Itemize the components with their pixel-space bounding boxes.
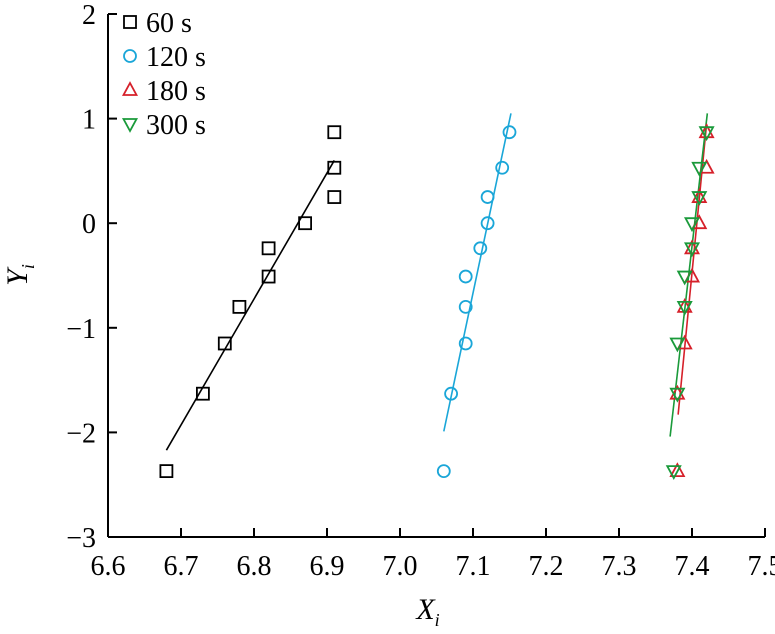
data-point-series-4	[669, 337, 686, 353]
data-point-series-3	[698, 123, 715, 139]
data-point-series-2	[458, 269, 473, 284]
data-point-series-4	[676, 300, 693, 316]
data-point-series-3	[691, 188, 708, 203]
data-point-series-2	[480, 190, 495, 204]
data-point-series-4	[683, 217, 701, 233]
data-point-series-2	[480, 216, 495, 231]
data-point-series-3	[676, 297, 693, 313]
legend-label-series-3: 180 s	[146, 76, 206, 107]
data-point-series-2	[495, 160, 510, 175]
data-point-series-1	[327, 160, 342, 175]
data-point-series-1	[195, 386, 210, 401]
x-tick-label: 7.5	[748, 551, 775, 582]
data-point-series-4	[669, 387, 686, 403]
x-tick-label: 7.4	[675, 551, 710, 582]
data-point-series-4	[683, 242, 701, 258]
y-tick-label: 2	[82, 0, 96, 31]
y-tick-label: 0	[82, 209, 96, 240]
data-point-series-2	[458, 299, 473, 314]
data-points	[159, 123, 715, 480]
x-tick-label: 6.7	[164, 551, 199, 582]
legend-label-series-1: 60 s	[146, 8, 192, 39]
data-point-series-1	[159, 464, 174, 479]
data-point-series-1	[327, 190, 342, 204]
y-axis-label: Yi	[1, 264, 38, 286]
data-point-series-2	[444, 386, 459, 401]
legend-marker-series-3	[121, 81, 139, 96]
data-point-series-1	[327, 125, 342, 140]
x-tick-label: 7.3	[602, 551, 637, 582]
data-point-series-1	[217, 336, 232, 351]
data-point-series-2	[436, 464, 451, 479]
y-tick-label: −2	[66, 418, 96, 449]
legend-marker-series-2	[123, 49, 137, 63]
y-tick-label: −3	[66, 523, 96, 554]
data-point-series-4	[691, 191, 708, 206]
data-point-series-4	[698, 126, 715, 142]
axes: 6.6 6.7 6.8 6.9 7.0 7.1 7.2 7.3 7.4 7.5 2 1 0 −1 −2 −3	[66, 0, 775, 582]
data-point-series-1	[232, 299, 247, 314]
fit-lines	[165, 113, 709, 451]
x-tick-label: 6.9	[310, 551, 345, 582]
data-point-series-1	[261, 269, 276, 284]
data-point-series-4	[691, 161, 708, 177]
data-point-series-3	[669, 462, 686, 478]
data-point-series-3	[683, 239, 701, 255]
x-tick-label: 7.0	[383, 551, 418, 582]
legend-label-series-2: 120 s	[146, 42, 206, 73]
legend-marker-series-1	[123, 15, 137, 29]
fit-line-series-2	[443, 113, 512, 432]
data-point-series-4	[665, 465, 682, 480]
legend-label-series-4: 300 s	[146, 110, 206, 141]
data-point-series-3	[669, 384, 686, 400]
data-point-series-1	[298, 216, 313, 231]
data-point-series-4	[676, 270, 693, 286]
data-point-series-1	[261, 241, 276, 256]
data-point-series-2	[473, 241, 488, 256]
y-tick-label: −1	[66, 314, 96, 345]
y-tick-label: 1	[82, 105, 96, 136]
x-tick-label: 6.6	[91, 551, 126, 582]
x-tick-label: 7.1	[456, 551, 491, 582]
data-point-series-2	[458, 336, 473, 351]
x-axis-label: Xi	[415, 593, 439, 630]
fit-line-series-1	[165, 160, 335, 451]
data-point-series-2	[502, 125, 517, 140]
x-tick-label: 6.8	[237, 551, 272, 582]
legend-marker-series-4	[121, 118, 139, 133]
x-tick-label: 7.2	[529, 551, 564, 582]
